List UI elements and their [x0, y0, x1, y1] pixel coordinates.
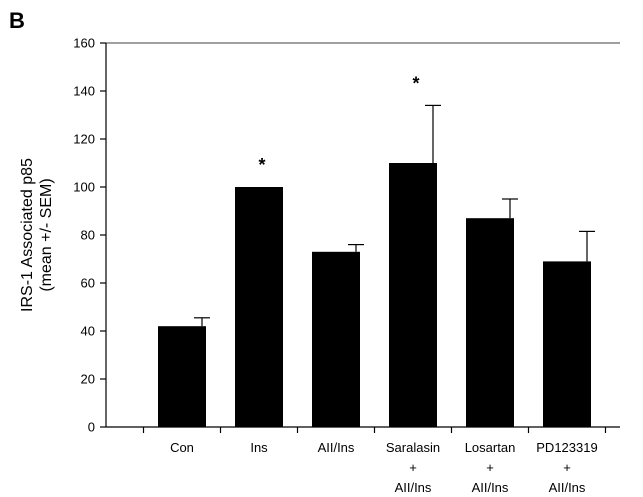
y-tick-label: 80 [81, 228, 95, 243]
x-tick-labels: Con Ins AII/Ins Saralasin + AII/Ins Losartan + A… [170, 440, 598, 495]
y-ticks: 0 20 40 60 80 100 120 140 160 [73, 36, 106, 435]
y-tick-label: 140 [73, 84, 95, 99]
y-tick-label: 160 [73, 36, 95, 51]
bar [158, 326, 206, 427]
y-tick-label: 120 [73, 132, 95, 147]
y-axis-title: IRS-1 Associated p85 (mean +/- SEM) [19, 158, 55, 312]
x-tick-label: Saralasin + AII/Ins [386, 440, 440, 495]
significance-star: * [412, 73, 419, 93]
significance-markers: ** [258, 73, 419, 175]
bar [235, 187, 283, 427]
bar [543, 261, 591, 427]
significance-star: * [258, 155, 265, 175]
panel-letter: B [9, 8, 25, 33]
x-tick-label: PD123319 + AII/Ins [536, 440, 597, 495]
y-tick-label: 100 [73, 180, 95, 195]
y-tick-label: 60 [81, 276, 95, 291]
bars [158, 163, 591, 427]
x-tick-label: Losartan + AII/Ins [465, 440, 516, 495]
x-tick-label: Ins [250, 440, 268, 455]
bar [312, 251, 360, 427]
x-tick-label: AII/Ins [318, 440, 355, 455]
y-tick-label: 40 [81, 324, 95, 339]
bar [466, 218, 514, 427]
error-bars [194, 104, 595, 327]
y-tick-label: 0 [88, 420, 95, 435]
x-tick-label: Con [170, 440, 194, 455]
y-tick-label: 20 [81, 372, 95, 387]
y-axis-label: IRS-1 Associated p85 (mean +/- SEM) [19, 158, 55, 312]
bar [389, 163, 437, 427]
